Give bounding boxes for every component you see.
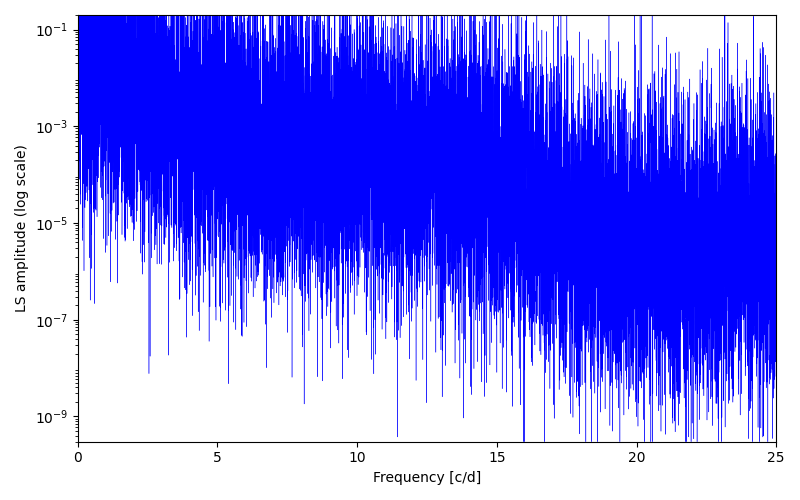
X-axis label: Frequency [c/d]: Frequency [c/d]: [373, 471, 481, 485]
Y-axis label: LS amplitude (log scale): LS amplitude (log scale): [15, 144, 29, 312]
